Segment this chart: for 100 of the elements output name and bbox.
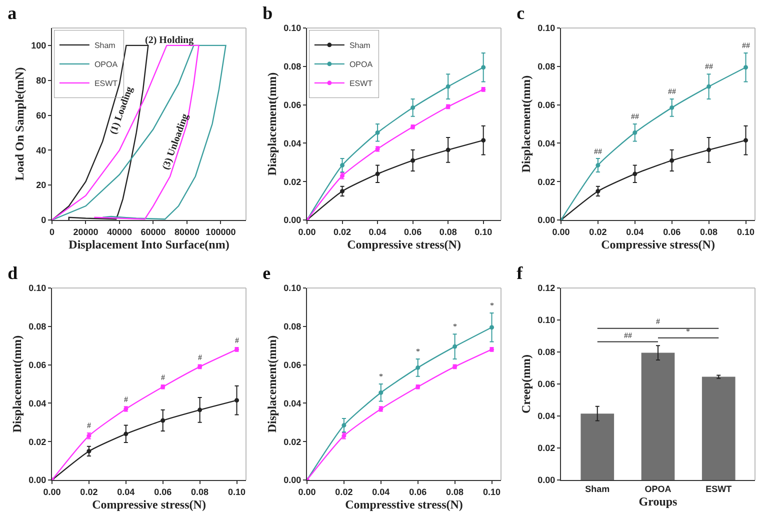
x-tick-label: 0	[49, 226, 55, 237]
annotation: #	[198, 353, 202, 362]
x-tick-label: 0.08	[191, 486, 209, 497]
point	[670, 105, 674, 110]
x-tick-label: 0.04	[368, 226, 386, 237]
y-tick-label: 0.02	[538, 443, 556, 454]
point	[445, 84, 450, 89]
point	[596, 163, 600, 168]
annotation: *	[378, 372, 382, 381]
y-tick-label: 0.00	[283, 215, 301, 226]
x-tick-label: 0.02	[589, 226, 607, 237]
y-tick-label: 0.04	[538, 138, 556, 148]
x-tick-label: 0.04	[626, 226, 644, 237]
x-tick-label: 60000	[140, 226, 166, 237]
x-tick-label: 0.08	[700, 226, 718, 237]
point	[706, 148, 712, 152]
x-axis-title: Compresstive stress(N)	[344, 498, 462, 512]
annotation: #	[124, 395, 128, 404]
x-tick-label: 0.06	[408, 486, 426, 497]
y-axis-title: Load On Sample(mN)	[12, 67, 26, 181]
annotation: #	[161, 373, 165, 382]
x-axis-title: Compressive stress(N)	[601, 238, 715, 252]
y-tick-label: 0.04	[538, 411, 556, 422]
point	[340, 188, 344, 194]
y-tick-label: 0	[41, 215, 46, 226]
y-tick-label: 80	[36, 76, 46, 86]
y-tick-label: 0.00	[28, 475, 46, 486]
y-tick-label: 0.04	[283, 398, 301, 408]
point	[378, 390, 383, 395]
y-axis-title: Displacement(mm)	[518, 75, 533, 173]
point	[744, 138, 748, 143]
chart-title: c	[516, 3, 525, 24]
legend-label: OPOA	[348, 60, 373, 70]
x-axis-title: Displacement Into Surface(nm)	[68, 238, 230, 252]
y-tick-label: 0.08	[538, 62, 556, 72]
annotation: *	[686, 327, 690, 336]
x-tick-label: 0.08	[446, 486, 464, 497]
chart-title: a	[8, 3, 17, 24]
annotation: #	[656, 317, 660, 326]
annotation: *	[416, 347, 420, 356]
legend-label: OPOA	[94, 60, 118, 70]
point	[374, 130, 380, 135]
point	[198, 408, 202, 412]
y-tick-label: 40	[36, 145, 46, 156]
x-tick-label: 0.06	[404, 226, 422, 237]
x-tick-label: 0.02	[80, 486, 98, 497]
chart-title: b	[262, 3, 272, 24]
bar	[580, 414, 614, 480]
bar	[641, 352, 675, 480]
y-tick-label: 0.06	[28, 360, 46, 370]
point	[410, 158, 415, 163]
point	[632, 130, 638, 135]
y-axis-title: Creep(mm)	[518, 354, 533, 414]
x-tick-label: 0.02	[334, 486, 352, 497]
y-tick-label: 100	[31, 40, 46, 51]
y-tick-label: 0.02	[28, 436, 46, 447]
annotation: *	[490, 301, 494, 310]
x-tick-label: 0.00	[298, 486, 316, 497]
point	[160, 418, 166, 423]
x-tick-label: 0.06	[154, 486, 172, 497]
y-tick-label: 0.10	[538, 23, 556, 34]
x-tick-label: 80000	[174, 226, 200, 237]
point	[340, 163, 344, 168]
point	[415, 365, 420, 370]
y-tick-label: 0.04	[283, 138, 301, 148]
x-tick-label: 0.10	[228, 486, 246, 497]
annotation: #	[87, 421, 91, 430]
x-tick-label: 0.02	[333, 226, 351, 237]
y-tick-label: 0.08	[28, 322, 46, 332]
x-tick-label: 0.04	[372, 486, 390, 497]
annotation: ##	[705, 62, 713, 71]
y-tick-label: 0.08	[283, 62, 301, 72]
y-axis-title: Diasplacement(mm)	[264, 72, 278, 176]
x-tick-label: 0.10	[736, 226, 755, 237]
x-tick-label: 20000	[73, 226, 98, 237]
y-tick-label: 0.00	[538, 475, 556, 486]
chart-title: e	[262, 263, 270, 284]
point	[341, 423, 346, 428]
x-tick-label: 0.10	[482, 486, 500, 497]
legend-label: ESWT	[94, 79, 118, 88]
point	[632, 172, 638, 176]
bar	[702, 376, 736, 480]
chart-title: d	[8, 263, 18, 284]
point	[489, 325, 494, 330]
annotation: ##	[742, 41, 750, 50]
x-tick-label: 0.06	[663, 226, 681, 237]
point	[480, 138, 486, 143]
y-tick-label: 0.04	[28, 398, 46, 408]
y-tick-label: 0.10	[283, 283, 301, 294]
point	[706, 84, 712, 89]
y-tick-label: 0.10	[28, 283, 46, 294]
y-tick-label: 0.08	[283, 322, 301, 332]
x-tick-label: 0.00	[43, 486, 61, 497]
x-tick-label: 0.04	[117, 486, 135, 497]
legend-label: Sham	[94, 41, 116, 50]
x-tick-label: ESWT	[706, 484, 732, 494]
x-tick-label: OPOA	[644, 484, 672, 494]
x-tick-label: 100000	[206, 226, 236, 237]
y-axis-title: Displacement(mm)	[10, 335, 24, 433]
y-tick-label: 0.00	[283, 475, 301, 486]
